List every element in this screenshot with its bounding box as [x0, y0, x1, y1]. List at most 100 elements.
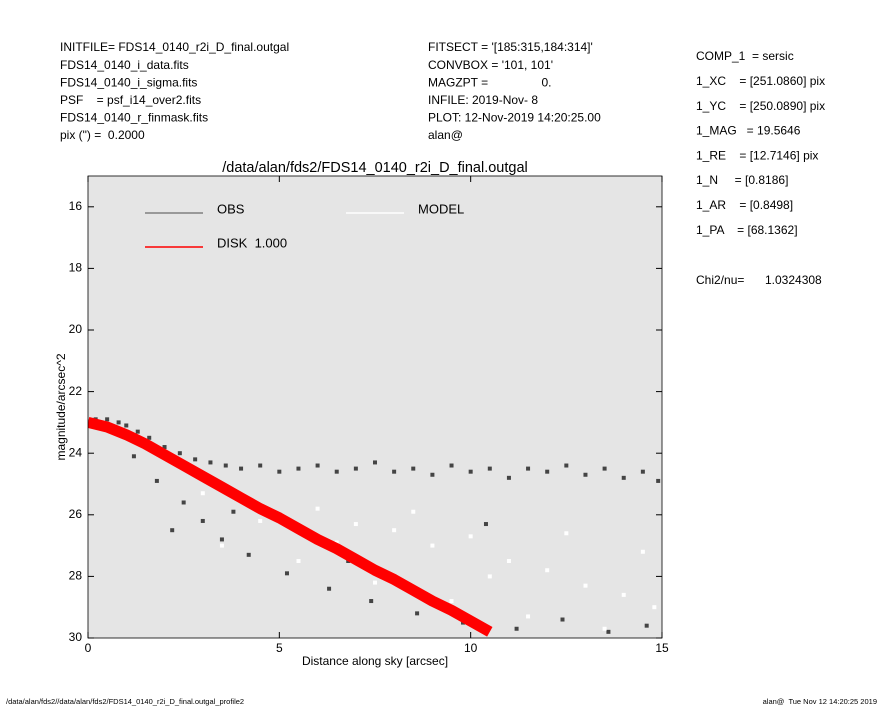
y-tick-label: 22	[69, 384, 83, 398]
y-tick-label: 26	[69, 507, 83, 521]
data-point	[506, 559, 511, 563]
header-middle-line: MAGZPT = 0.	[428, 75, 551, 89]
data-point	[200, 491, 205, 496]
data-point	[411, 509, 416, 514]
disk-band	[88, 417, 493, 637]
data-point	[369, 599, 374, 604]
chi2-value: 1.0324308	[765, 273, 822, 287]
header-middle-line: PLOT: 12-Nov-2019 14:20:25.00	[428, 111, 601, 125]
data-point	[430, 543, 435, 548]
data-point	[392, 469, 397, 474]
data-point	[258, 518, 263, 523]
data-point	[231, 509, 236, 514]
header-left-line: pix (") = 0.2000	[60, 128, 145, 142]
header-right-line: 1_MAG = 19.5646	[696, 124, 801, 138]
plot-background	[88, 176, 662, 638]
header-middle-line: INFILE: 2019-Nov- 8	[428, 93, 538, 107]
data-point	[334, 469, 339, 474]
x-axis-label: Distance along sky [arcsec]	[302, 654, 448, 668]
data-point	[430, 472, 435, 477]
data-point	[373, 460, 377, 465]
data-point	[640, 469, 645, 474]
header-left-line: INITFILE= FDS14_0140_r2i_D_final.outgal	[60, 40, 289, 54]
data-point	[284, 571, 289, 576]
data-point	[219, 543, 224, 548]
data-point	[200, 518, 205, 523]
x-tick-label: 5	[276, 641, 283, 655]
data-point	[334, 540, 339, 545]
data-point	[162, 445, 167, 450]
data-point	[105, 417, 110, 422]
data-point	[468, 534, 473, 539]
data-point	[353, 466, 358, 471]
data-point	[353, 522, 358, 527]
data-point	[170, 528, 175, 533]
data-point	[193, 457, 198, 462]
header-right-line: 1_YC = [250.0890] pix	[696, 99, 825, 113]
header-right-line: 1_XC = [251.0860] pix	[696, 74, 825, 88]
x-tick-label: 0	[85, 641, 92, 655]
y-tick-label: 24	[69, 445, 83, 459]
header-right-line: 1_PA = [68.1362]	[696, 223, 798, 237]
data-point	[415, 611, 420, 616]
data-point	[449, 599, 454, 604]
data-point	[327, 586, 332, 591]
data-point	[506, 475, 511, 480]
data-point	[277, 469, 282, 474]
data-point	[487, 574, 492, 579]
data-point	[483, 522, 488, 527]
data-point	[621, 592, 626, 597]
header-right-line: 1_N = [0.8186]	[696, 173, 788, 187]
data-point	[181, 500, 186, 505]
data-point	[656, 478, 661, 483]
header-left-line: PSF = psf_i14_over2.fits	[60, 93, 201, 107]
header-left-line: FDS14_0140_i_sigma.fits	[60, 75, 197, 89]
data-point	[131, 454, 136, 459]
data-point	[135, 429, 140, 434]
data-point	[583, 472, 588, 477]
x-tick-label: 10	[464, 641, 478, 655]
data-point	[177, 451, 182, 456]
data-point	[392, 528, 397, 533]
data-point	[564, 531, 569, 536]
data-point	[652, 605, 657, 610]
header-middle-line: CONVBOX = '101, 101'	[428, 58, 553, 72]
data-point	[602, 626, 607, 631]
data-point	[545, 469, 550, 474]
data-point	[644, 623, 649, 628]
header-right-line: COMP_1 = sersic	[696, 49, 794, 63]
header-left-line: FDS14_0140_i_data.fits	[60, 58, 189, 72]
data-point	[514, 626, 519, 631]
legend-label: MODEL	[418, 201, 464, 216]
data-point	[526, 466, 531, 471]
chi2-label: Chi2/nu=	[696, 273, 744, 287]
x-tick-label: 15	[655, 641, 669, 655]
data-point	[208, 460, 213, 465]
data-point	[560, 617, 565, 622]
data-point	[219, 537, 224, 542]
data-point	[258, 463, 263, 468]
data-point	[124, 423, 129, 428]
y-tick-label: 28	[69, 569, 83, 583]
data-point	[147, 435, 152, 440]
y-tick-label: 18	[69, 261, 83, 275]
header-middle-line: alan@	[428, 128, 463, 142]
data-point	[315, 506, 320, 511]
header-left-line: FDS14_0140_r_finmask.fits	[60, 111, 208, 125]
data-point	[449, 463, 454, 468]
plot-area	[88, 417, 661, 637]
data-point	[564, 463, 569, 468]
data-point	[526, 614, 531, 619]
data-point	[223, 463, 228, 468]
legend-label: DISK 1.000	[217, 235, 287, 250]
data-point	[602, 466, 607, 471]
data-point	[468, 469, 473, 474]
legend-label: OBS	[217, 201, 245, 216]
chart-title: /data/alan/fds2/FDS14_0140_r2i_D_final.o…	[222, 160, 528, 176]
data-point	[296, 466, 301, 471]
footer-right: alan@ Tue Nov 12 14:20:25 2019	[763, 697, 877, 706]
data-point	[640, 549, 645, 554]
header-right-line: 1_AR = [0.8498]	[696, 198, 793, 212]
data-point	[296, 559, 301, 563]
